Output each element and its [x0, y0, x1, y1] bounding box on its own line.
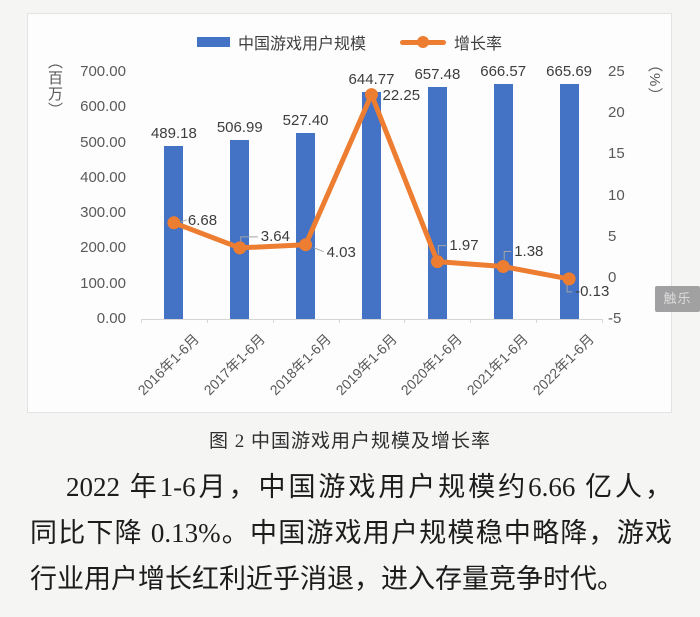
right-axis-tick-label: 15: [608, 145, 625, 163]
point-value-label: 6.68: [187, 211, 218, 229]
paragraph-line: 2022 年1-6月，中国游戏用户规模约6.66 亿人，: [66, 472, 672, 502]
x-axis-tick: [602, 319, 603, 323]
label-leader-line: [240, 236, 258, 242]
body-paragraph: 2022 年1-6月，中国游戏用户规模约6.66 亿人， 同比下降 0.13%。…: [30, 464, 672, 602]
legend-item-growth: 增长率: [400, 30, 502, 54]
right-axis-tick-label: 5: [608, 227, 617, 245]
x-axis-tick: [272, 319, 274, 323]
point-value-label: 3.64: [260, 227, 290, 245]
legend-line-swatch: [400, 36, 446, 48]
bar-value-label: 506.99: [216, 119, 263, 137]
right-axis-tick-label: 0: [608, 268, 617, 286]
line-marker: [365, 88, 378, 102]
right-axis-tick-label: 25: [608, 63, 625, 80]
point-value-label: 1.97: [449, 236, 479, 254]
line-marker: [562, 272, 576, 286]
right-axis-tick-label: 10: [608, 186, 625, 204]
left-axis-unit: （百万）: [46, 54, 63, 118]
point-value-label: 22.25: [382, 86, 421, 104]
x-axis-line: [141, 319, 603, 320]
bar-value-label: 644.77: [348, 70, 395, 88]
left-axis-tick-label: 0.00: [96, 310, 126, 327]
point-value-label: -0.13: [575, 282, 610, 300]
line-marker: [167, 216, 181, 230]
bar: [362, 91, 381, 319]
left-axis-tick-label: 300.00: [80, 204, 126, 222]
bar: [559, 84, 579, 319]
bar-value-label: 527.40: [282, 111, 329, 129]
label-leader-line: [437, 245, 447, 255]
x-axis-tick: [206, 319, 208, 323]
legend-label-users: 中国游戏用户规模: [237, 36, 366, 53]
right-axis-unit: （%）: [646, 57, 663, 104]
label-leader-line: [313, 247, 324, 253]
point-value-label: 4.03: [326, 243, 356, 261]
bar-value-label: 666.57: [480, 62, 527, 80]
line-marker: [299, 238, 313, 252]
x-axis-tick: [338, 319, 340, 323]
legend-label-growth: 增长率: [454, 36, 503, 53]
x-axis-tick: [470, 319, 472, 323]
x-axis-tick: [141, 319, 142, 323]
point-value-label: 1.38: [514, 242, 544, 260]
label-leader-line: [503, 250, 512, 260]
line-marker: [233, 241, 247, 255]
bar-value-label: 489.18: [150, 125, 197, 143]
x-axis-tick: [404, 319, 406, 323]
plot-area: 489.18 506.99 527.40 644.77 657.48 666.57 665.…: [141, 63, 609, 319]
line-marker: [430, 255, 444, 269]
watermark-badge: 触乐: [655, 286, 700, 312]
left-axis-tick-label: 200.00: [80, 239, 126, 257]
x-axis-tick: [536, 319, 538, 323]
left-axis-tick-label: 700.00: [80, 63, 126, 80]
bar: [493, 83, 513, 319]
left-axis-tick-label: 600.00: [80, 98, 126, 116]
growth-line-layer: [167, 88, 576, 293]
label-leader-line: [566, 284, 573, 293]
left-axis-tick-label: 400.00: [80, 168, 126, 186]
bar-value-label: 665.69: [546, 63, 593, 81]
left-axis-tick-label: 500.00: [80, 133, 126, 151]
legend-item-users: 中国游戏用户规模: [196, 30, 366, 54]
legend-line-dot-icon: [417, 36, 429, 48]
bar: [296, 132, 316, 319]
label-leader-line: [180, 219, 188, 223]
bar: [164, 146, 184, 319]
chart-legend: 中国游戏用户规模 增长率: [28, 30, 671, 54]
bar-value-label: 657.48: [414, 66, 461, 83]
line-marker: [496, 260, 510, 273]
figure-caption: 图 2 中国游戏用户规模及增长率: [208, 431, 491, 452]
left-axis-tick-label: 100.00: [80, 274, 126, 292]
right-axis-tick-label: 20: [608, 104, 625, 122]
bar: [230, 140, 250, 319]
right-axis-tick-label: -5: [608, 310, 622, 327]
chart-card: 中国游戏用户规模 增长率 （百万） （%） 489.18 506.99 527.40…: [27, 13, 672, 413]
legend-bar-swatch: [196, 37, 230, 47]
paragraph-line: 同比下降 0.13%。中国游戏用户规模稳中略降，游戏: [30, 518, 672, 548]
paragraph-line: 行业用户增长红利近乎消退，进入存量竞争时代。: [30, 564, 624, 594]
